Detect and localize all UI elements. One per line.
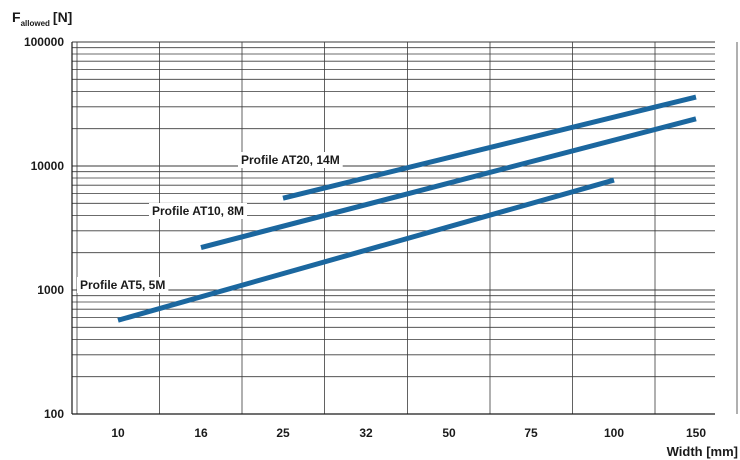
y-ticks: 100 1000 10000 100000 — [24, 35, 64, 421]
x-tick-label: 10 — [111, 426, 125, 440]
grid-lines — [72, 41, 738, 415]
y-axis-title-unit: [N] — [53, 9, 72, 25]
series-label-bg — [77, 277, 169, 293]
x-tick-label: 75 — [524, 426, 538, 440]
series-label: Profile AT10, 8M — [152, 204, 244, 218]
x-tick-label: 16 — [194, 426, 208, 440]
x-tick-label: 25 — [276, 426, 290, 440]
axes — [71, 42, 715, 415]
x-axis-title: Width [mm] — [667, 444, 738, 459]
series-line — [200, 116, 697, 250]
series-label-bg — [149, 203, 248, 219]
x-tick-label: 100 — [604, 426, 624, 440]
y-tick-label: 1000 — [37, 283, 64, 297]
x-tick-label: 150 — [686, 426, 706, 440]
x-ticks: 10 16 25 32 50 75 100 150 — [111, 426, 706, 440]
x-tick-label: 32 — [359, 426, 373, 440]
y-tick-label: 100000 — [24, 35, 64, 49]
series-labels: Profile AT20, 14M Profile AT10, 8M Profile… — [77, 152, 343, 293]
series-line — [282, 94, 697, 201]
y-axis-title: Fallowed [N] — [12, 9, 72, 28]
x-tick-label: 50 — [442, 426, 456, 440]
y-tick-label: 100 — [44, 407, 64, 421]
y-axis-title-sub: allowed — [21, 19, 50, 28]
y-axis-title-main: F — [12, 9, 21, 25]
series-lines — [117, 94, 697, 323]
series-label-bg — [238, 152, 343, 168]
series-line — [117, 177, 615, 323]
series-label: Profile AT5, 5M — [80, 278, 165, 292]
y-tick-label: 10000 — [31, 159, 65, 173]
series-label: Profile AT20, 14M — [241, 153, 340, 167]
